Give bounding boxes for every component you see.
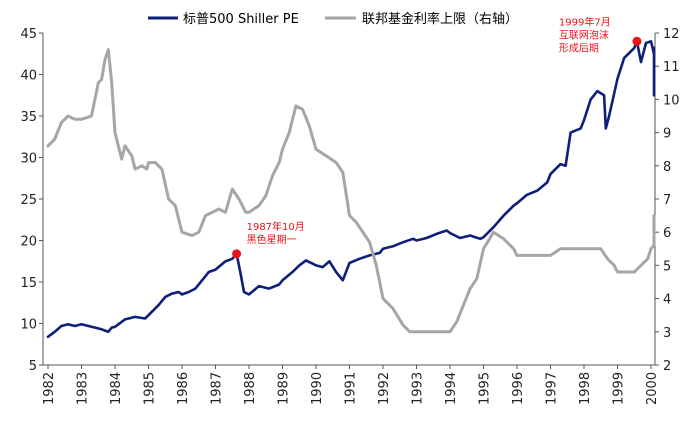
- y-right-tick-label: 4: [663, 293, 671, 308]
- y-right-tick-label: 10: [663, 93, 680, 108]
- annotation-marker: [632, 36, 642, 46]
- y-right-tick-label: 7: [663, 193, 671, 208]
- annotation-marker: [232, 249, 242, 259]
- y-left-tick-label: 45: [20, 27, 37, 42]
- legend: 标普500 Shiller PE 联邦基金利率上限（右轴）: [148, 11, 518, 27]
- x-tick-label: 1993: [411, 372, 426, 405]
- series-line-fed-funds-rate: [46, 48, 656, 334]
- x-tick-label: 1995: [478, 372, 493, 405]
- legend-pe-label: 标普500 Shiller PE: [183, 12, 299, 27]
- x-tick-label: 1990: [310, 372, 325, 405]
- annotation-label: 1999年7月: [559, 15, 611, 28]
- y-right-tick-label: 8: [663, 160, 671, 175]
- x-tick-label: 1997: [545, 372, 560, 405]
- x-tick-label: 1983: [76, 372, 91, 405]
- x-tick-label: 1992: [377, 372, 392, 405]
- y-left-tick-label: 10: [20, 318, 37, 333]
- x-tick-label: 1991: [344, 372, 359, 405]
- x-tick-label: 1989: [277, 372, 292, 405]
- y-right-tick-label: 12: [663, 27, 680, 42]
- y-right-tick-label: 9: [663, 127, 671, 142]
- annotation-label: 1987年10月: [247, 220, 305, 233]
- series-line-shiller-pe: [46, 39, 656, 339]
- x-tick-label: 1988: [243, 372, 258, 405]
- y-left-tick-label: 30: [20, 152, 37, 167]
- x-tick-label: 1998: [578, 372, 593, 405]
- annotation-label: 黑色星期一: [247, 233, 297, 246]
- x-tick-label: 1984: [109, 372, 124, 405]
- x-tick-label: 1986: [176, 372, 191, 405]
- y-left-tick-label: 15: [20, 276, 37, 291]
- series-layer: [46, 39, 656, 339]
- y-right-tick-label: 3: [663, 326, 671, 341]
- y-right-tick-label: 2: [663, 359, 671, 374]
- x-tick-label: 2000: [645, 372, 660, 405]
- x-tick-label: 1994: [444, 372, 459, 405]
- x-tick-label: 1982: [42, 372, 57, 405]
- y-right-tick-label: 11: [663, 60, 680, 75]
- y-right-tick-label: 5: [663, 259, 671, 274]
- annotation-label: 互联网泡沫: [559, 28, 609, 41]
- y-left-tick-label: 40: [20, 69, 37, 84]
- y-left-tick-label: 5: [29, 359, 37, 374]
- y-left-tick-label: 20: [20, 235, 37, 250]
- y-left-tick-label: 35: [20, 110, 37, 125]
- x-tick-label: 1987: [210, 372, 225, 405]
- annotation-label: 形成后期: [559, 42, 599, 54]
- y-right-tick-label: 6: [663, 226, 671, 241]
- x-tick-label: 1985: [143, 372, 158, 405]
- legend-rate-label: 联邦基金利率上限（右轴）: [362, 11, 518, 27]
- y-left-tick-label: 25: [20, 193, 37, 208]
- x-tick-label: 1996: [511, 372, 526, 405]
- x-tick-label: 1999: [612, 372, 627, 405]
